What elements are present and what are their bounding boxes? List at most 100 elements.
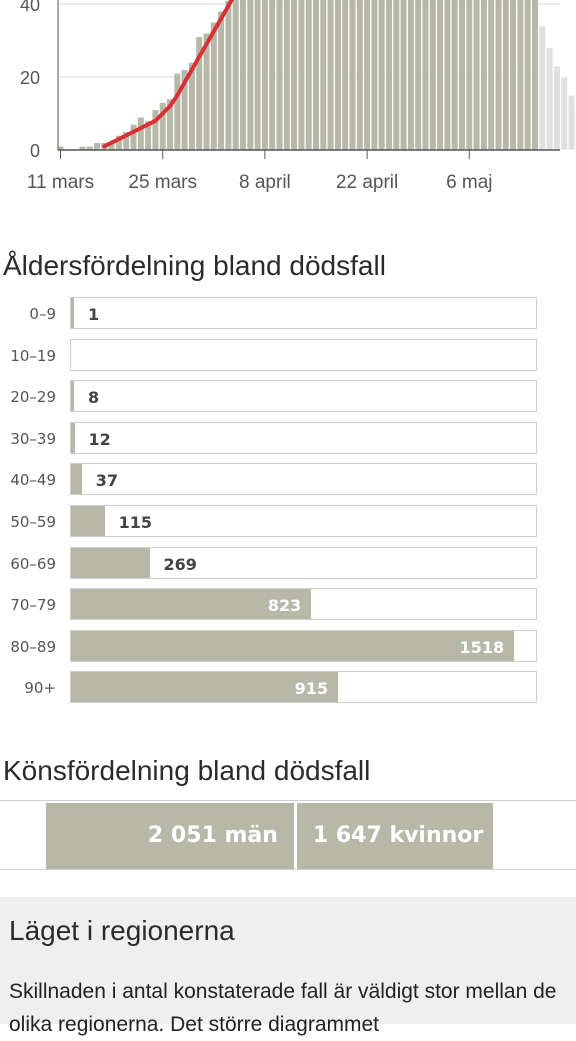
age-bar xyxy=(71,631,514,661)
daily-bar xyxy=(94,143,101,150)
age-category-label: 90+ xyxy=(0,679,56,697)
daily-bar xyxy=(378,0,385,150)
daily-bar xyxy=(240,0,247,150)
daily-bar xyxy=(305,0,312,150)
age-category-label: 70–79 xyxy=(0,596,56,614)
daily-bar xyxy=(247,0,254,150)
age-bar xyxy=(71,381,74,411)
preliminary-bar xyxy=(539,26,546,150)
daily-bar xyxy=(451,0,458,150)
daily-bar xyxy=(218,11,225,150)
age-bar-track: 37 xyxy=(70,463,537,495)
region-section-title: Läget i regionerna xyxy=(9,915,235,947)
x-tick-label: 22 april xyxy=(336,172,398,193)
daily-bar xyxy=(284,0,291,150)
gender-distribution-chart: 2 051 män 1 647 kvinnor xyxy=(0,800,576,870)
x-tick-label: 6 maj xyxy=(446,172,492,193)
daily-bar xyxy=(459,0,466,150)
y-tick-label: 20 xyxy=(20,68,40,88)
daily-bar xyxy=(320,0,327,150)
daily-bar xyxy=(291,0,298,150)
age-row: 10–19 xyxy=(0,339,560,373)
y-tick-label: 40 xyxy=(20,0,40,15)
preliminary-bar xyxy=(546,48,553,150)
age-value-label: 37 xyxy=(96,471,118,490)
daily-bar xyxy=(335,0,342,150)
gender-bar-men: 2 051 män xyxy=(46,803,294,869)
age-bar xyxy=(71,423,75,453)
daily-bar xyxy=(415,0,422,150)
age-category-label: 60–69 xyxy=(0,555,56,573)
daily-bar xyxy=(327,0,334,150)
daily-bar xyxy=(422,0,429,150)
daily-bar xyxy=(364,0,371,150)
daily-bar xyxy=(211,22,218,150)
age-bar xyxy=(71,298,74,328)
age-category-label: 0–9 xyxy=(0,305,56,323)
age-category-label: 80–89 xyxy=(0,638,56,656)
age-row: 50–59 115 xyxy=(0,505,560,539)
daily-bar xyxy=(473,0,480,150)
age-row: 0–9 1 xyxy=(0,297,560,331)
preliminary-bar xyxy=(568,95,575,150)
daily-bar xyxy=(444,0,451,150)
age-bar-track xyxy=(70,339,537,371)
preliminary-bar xyxy=(561,77,568,150)
age-bar xyxy=(71,506,105,536)
age-chart-title: Åldersfördelning bland dödsfall xyxy=(3,250,386,282)
daily-bar xyxy=(232,0,239,150)
x-tick-label: 11 mars xyxy=(27,172,94,193)
daily-bar xyxy=(313,0,320,150)
age-category-label: 10–19 xyxy=(0,347,56,365)
age-value-label: 269 xyxy=(164,555,197,574)
daily-bar xyxy=(262,0,269,150)
x-tick-label: 25 mars xyxy=(128,172,197,193)
age-bar-track: 115 xyxy=(70,505,537,537)
age-bar xyxy=(71,548,150,578)
age-bar-track: 1518 xyxy=(70,630,537,662)
daily-bar xyxy=(393,0,400,150)
daily-bar xyxy=(130,124,137,150)
age-value-label: 1518 xyxy=(460,638,505,657)
age-value-label: 1 xyxy=(88,305,99,324)
daily-bar xyxy=(400,0,407,150)
age-bar-track: 1 xyxy=(70,297,537,329)
daily-bar xyxy=(408,0,415,150)
region-section: Läget i regionerna Skillnaden i antal ko… xyxy=(0,897,576,1024)
preliminary-bar xyxy=(554,66,561,150)
daily-bar xyxy=(342,0,349,150)
gender-chart-title: Könsfördelning bland dödsfall xyxy=(3,755,370,787)
age-row: 90+ 915 xyxy=(0,671,560,705)
age-bar-track: 8 xyxy=(70,380,537,412)
gender-bar-women: 1 647 kvinnor xyxy=(297,803,493,869)
daily-bar xyxy=(371,0,378,150)
daily-bar xyxy=(524,0,531,150)
x-tick-label: 8 april xyxy=(239,172,291,193)
age-value-label: 823 xyxy=(268,596,301,615)
daily-bar xyxy=(174,73,181,150)
chart-bars xyxy=(57,0,576,150)
daily-bar xyxy=(138,117,145,150)
daily-bar xyxy=(517,0,524,150)
age-row: 60–69 269 xyxy=(0,547,560,581)
daily-bar xyxy=(254,0,261,150)
daily-bar xyxy=(386,0,393,150)
age-row: 20–29 8 xyxy=(0,380,560,414)
daily-bar xyxy=(503,0,510,150)
daily-bar xyxy=(298,0,305,150)
daily-bar xyxy=(488,0,495,150)
age-row: 70–79 823 xyxy=(0,588,560,622)
age-bar-track: 915 xyxy=(70,671,537,703)
age-row: 80–89 1518 xyxy=(0,630,560,664)
age-category-label: 30–39 xyxy=(0,430,56,448)
age-bar-track: 269 xyxy=(70,547,537,579)
age-category-label: 20–29 xyxy=(0,388,56,406)
daily-bar xyxy=(466,0,473,150)
daily-bar xyxy=(532,0,539,150)
y-tick-label: 0 xyxy=(30,141,40,161)
age-bar-track: 823 xyxy=(70,588,537,620)
age-value-label: 115 xyxy=(119,513,152,532)
age-category-label: 50–59 xyxy=(0,513,56,531)
